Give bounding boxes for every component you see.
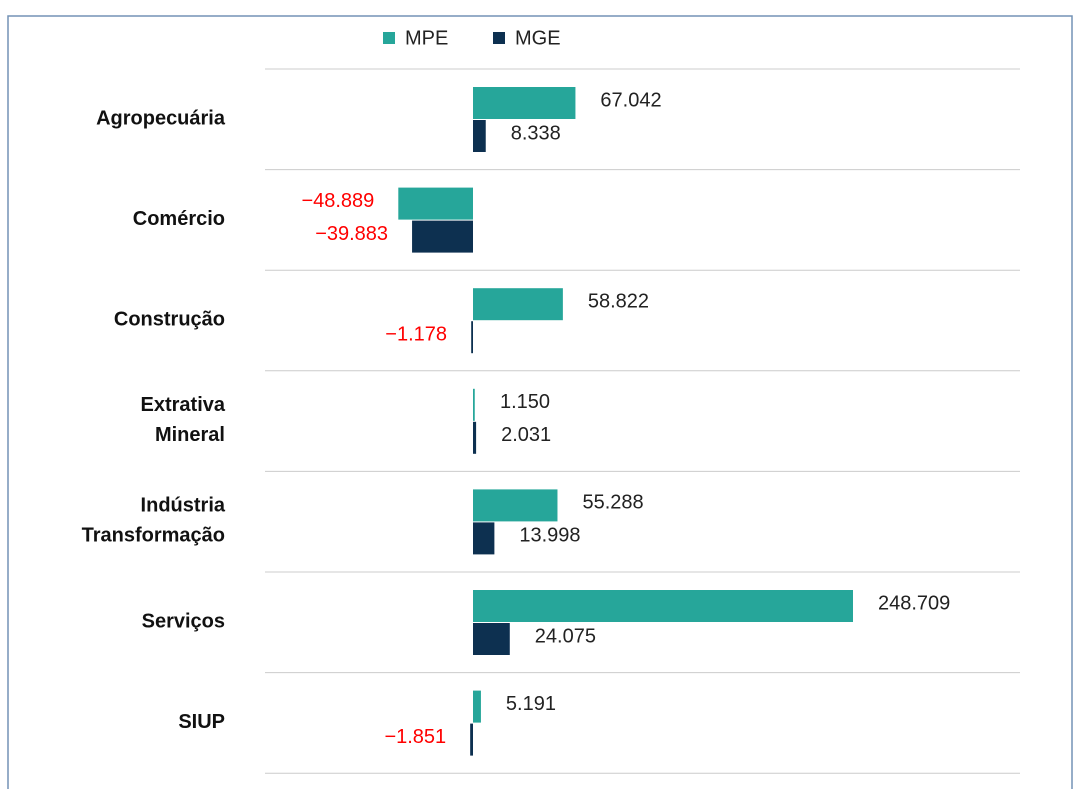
value-label: 13.998 <box>519 525 580 547</box>
bar <box>473 623 510 655</box>
value-label: −1.851 <box>384 726 446 748</box>
bar <box>473 120 486 152</box>
bar <box>473 489 558 522</box>
bar <box>473 421 477 454</box>
value-label: −39.883 <box>315 223 388 245</box>
bar <box>473 288 563 321</box>
legend-swatch <box>383 32 395 44</box>
value-label: 67.042 <box>600 89 661 111</box>
legend-swatch <box>493 32 505 44</box>
category-label: Extrativa Mineral <box>141 394 226 446</box>
bar <box>398 187 473 220</box>
bar <box>470 723 473 756</box>
value-label: 8.338 <box>511 122 561 144</box>
bar <box>473 690 481 723</box>
value-label: 58.822 <box>588 290 649 312</box>
value-label: −48.889 <box>301 190 374 212</box>
value-label: −1.178 <box>385 323 447 345</box>
bar <box>473 590 853 622</box>
category-label: Serviços <box>142 611 225 633</box>
value-label: 1.150 <box>500 391 550 413</box>
value-label: 55.288 <box>582 492 643 514</box>
bar <box>471 321 473 354</box>
bar <box>473 388 475 421</box>
bar <box>473 87 576 119</box>
frame <box>7 15 1073 789</box>
category-label: Construção <box>114 309 225 331</box>
category-label: Comércio <box>133 208 225 230</box>
legend-label: MPE <box>405 27 448 49</box>
legend-label: MGE <box>515 27 561 49</box>
bar <box>473 522 495 555</box>
category-label: Agropecuária <box>96 108 226 130</box>
value-label: 2.031 <box>501 424 551 446</box>
value-label: 248.709 <box>878 592 950 614</box>
category-label: SIUP <box>178 711 225 733</box>
value-label: 24.075 <box>535 625 596 647</box>
category-label: Indústria Transformação <box>82 495 226 547</box>
bar <box>412 220 473 253</box>
value-label: 5.191 <box>506 693 556 715</box>
